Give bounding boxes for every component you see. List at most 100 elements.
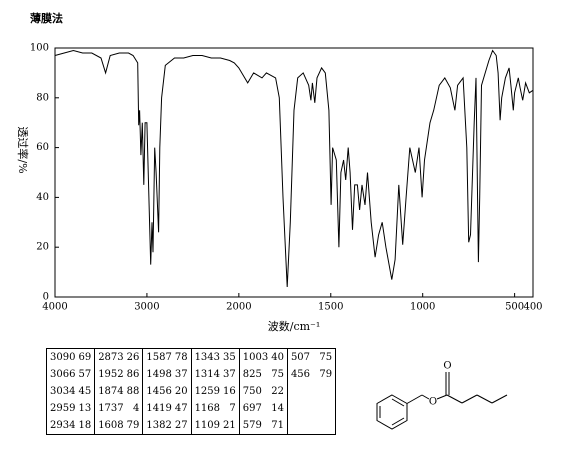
- table-cell: 2959 13: [45, 400, 96, 417]
- transmittance: 86: [126, 369, 140, 380]
- table-row: 3090 69 2873 26 1587 78 1343 35 1003 40 507 7…: [45, 348, 337, 366]
- wavenumber: 1168: [194, 403, 221, 414]
- table-row: 2934 18 1608 79 1382 27 1109 21 579 71: [45, 417, 337, 435]
- y-axis-label: 透过率/%: [16, 126, 30, 173]
- wavenumber: 825: [242, 369, 262, 380]
- x-tick-label: 1000: [410, 302, 435, 313]
- x-axis-label: 波数/cm⁻¹: [268, 320, 321, 333]
- table-cell: 825 75: [238, 366, 288, 383]
- wavenumber: 456: [290, 369, 311, 380]
- transmittance: 78: [174, 352, 188, 363]
- wavenumber: 507: [290, 352, 311, 363]
- wavenumber: 3090: [50, 352, 76, 363]
- table-cell: 1109 21: [190, 417, 240, 435]
- table-cell: 1608 79: [94, 417, 144, 435]
- y-tick-label: 0: [43, 292, 49, 303]
- table-cell: 1419 47: [142, 400, 192, 417]
- table-cell: 697 14: [238, 400, 288, 417]
- wavenumber: 1259: [194, 386, 221, 397]
- transmittance: 37: [223, 369, 236, 380]
- table-cell: [286, 417, 337, 435]
- wavenumber: 2934: [50, 420, 76, 431]
- y-tick-label: 20: [36, 242, 49, 253]
- bond: [436, 394, 448, 400]
- table-cell: [286, 383, 337, 400]
- wavenumber: 1314: [194, 369, 221, 380]
- transmittance: 4: [133, 403, 140, 414]
- transmittance: 20: [174, 386, 188, 397]
- table-cell: 456 79: [286, 366, 337, 383]
- wavenumber: 1419: [146, 403, 172, 414]
- transmittance: 79: [126, 420, 140, 431]
- wavenumber: 750: [242, 386, 262, 397]
- transmittance: 40: [271, 352, 284, 363]
- wavenumber: 579: [242, 420, 262, 431]
- wavenumber: 1874: [98, 386, 124, 397]
- table-cell: 1003 40: [238, 348, 288, 366]
- transmittance: 13: [78, 403, 92, 414]
- transmittance: 75: [271, 369, 284, 380]
- benzene-ring: [376, 394, 408, 430]
- bond: [391, 417, 405, 426]
- transmittance: 47: [174, 403, 188, 414]
- table-row: 3034 45 1874 88 1456 20 1259 16 750 22: [45, 383, 337, 400]
- y-tick-label: 80: [36, 92, 49, 103]
- table-cell: 1314 37: [190, 366, 240, 383]
- wavenumber: 1587: [146, 352, 172, 363]
- table-cell: 1382 27: [142, 417, 192, 435]
- bond: [406, 394, 423, 404]
- x-tick-label: 4000: [42, 302, 67, 313]
- x-tick-label: 500: [505, 302, 524, 313]
- table-cell: 1168 7: [190, 400, 240, 417]
- table-cell: 1952 86: [94, 366, 144, 383]
- bond: [421, 394, 430, 400]
- transmittance: 22: [271, 386, 284, 397]
- atom-label: O: [443, 361, 451, 372]
- wavenumber: 2873: [98, 352, 124, 363]
- table-cell: 1874 88: [94, 383, 144, 400]
- wavenumber: 3034: [50, 386, 76, 397]
- spectrum-line: [54, 49, 534, 288]
- table-cell: 750 22: [238, 383, 288, 400]
- transmittance: 16: [223, 386, 236, 397]
- y-tick-label: 60: [36, 142, 49, 153]
- transmittance: 21: [223, 420, 236, 431]
- table-cell: 579 71: [238, 417, 288, 435]
- transmittance: 79: [319, 369, 333, 380]
- transmittance: 27: [174, 420, 188, 431]
- table-cell: 1343 35: [190, 348, 240, 366]
- transmittance: 45: [78, 386, 92, 397]
- table-cell: 2934 18: [45, 417, 96, 435]
- plot-frame: [54, 47, 534, 298]
- y-tick-label: 100: [30, 43, 49, 54]
- y-tick-label: 40: [36, 192, 49, 203]
- x-tick-label: 3000: [134, 302, 159, 313]
- wavenumber: 1737: [98, 403, 124, 414]
- table-cell: 3090 69: [45, 348, 96, 366]
- wavenumber: 697: [242, 403, 262, 414]
- table-cell: 1498 37: [142, 366, 192, 383]
- transmittance: 14: [271, 403, 284, 414]
- table-row: 2959 13 1737 4 1419 47 1168 7 697 14: [45, 400, 337, 417]
- table-cell: 3034 45: [45, 383, 96, 400]
- transmittance: 69: [78, 352, 92, 363]
- table-cell: [286, 400, 337, 417]
- wavenumber: 1456: [146, 386, 172, 397]
- table-cell: 1456 20: [142, 383, 192, 400]
- transmittance: 37: [174, 369, 188, 380]
- x-tick-label: 2000: [226, 302, 251, 313]
- transmittance: 75: [319, 352, 333, 363]
- table-cell: 1587 78: [142, 348, 192, 366]
- bond: [391, 398, 405, 407]
- transmittance: 71: [271, 420, 284, 431]
- wavenumber: 1498: [146, 369, 172, 380]
- transmittance: 35: [223, 352, 236, 363]
- wavenumber: 1109: [194, 420, 221, 431]
- transmittance: 26: [126, 352, 140, 363]
- table-cell: 507 75: [286, 348, 337, 366]
- x-tick-label: 400: [523, 302, 542, 313]
- x-tick-label: 1500: [318, 302, 343, 313]
- table-row: 3066 57 1952 86 1498 37 1314 37 825 75 456 79: [45, 366, 337, 383]
- table-cell: 1737 4: [94, 400, 144, 417]
- table-cell: 1259 16: [190, 383, 240, 400]
